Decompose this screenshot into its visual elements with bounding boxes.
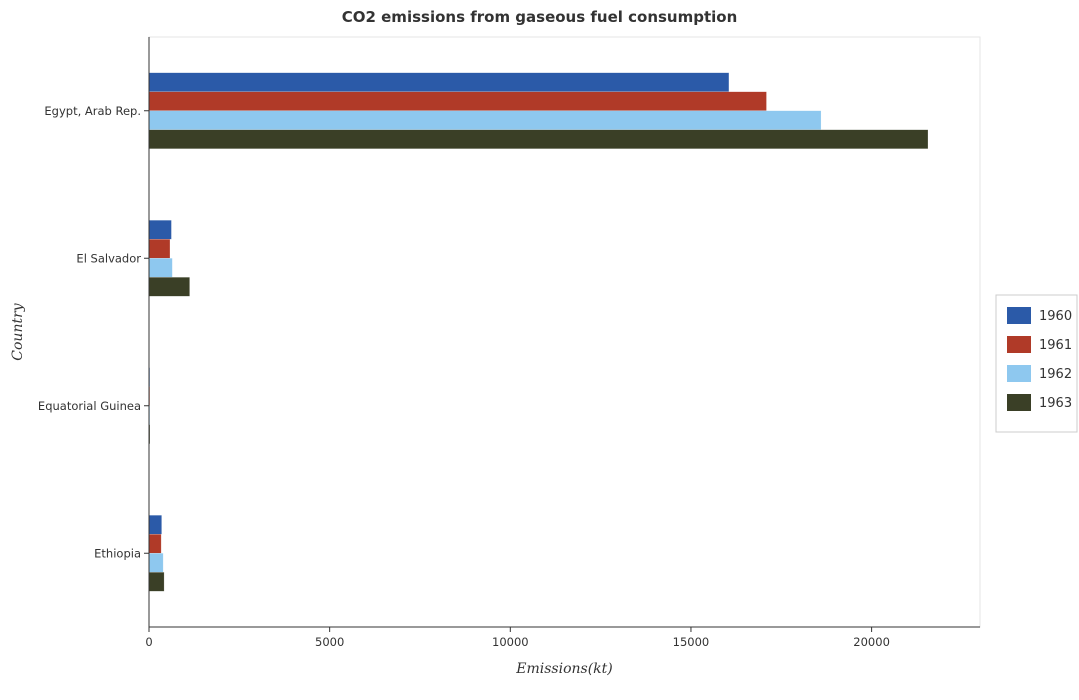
bar-1960 xyxy=(148,515,162,535)
legend-swatch-1961 xyxy=(1007,336,1031,353)
bar-1960 xyxy=(148,220,172,240)
legend-swatch-1960 xyxy=(1007,307,1031,324)
bar-1963 xyxy=(148,277,190,297)
bar-1961 xyxy=(148,239,171,259)
bar-1961 xyxy=(148,91,767,111)
y-tick-label: Egypt, Arab Rep. xyxy=(44,104,141,118)
legend-label-1962: 1962 xyxy=(1039,367,1072,382)
chart-title: CO2 emissions from gaseous fuel consumpt… xyxy=(341,8,738,26)
y-tick-label: El Salvador xyxy=(76,251,141,265)
bar-1960 xyxy=(148,72,730,92)
y-tick-label: Ethiopia xyxy=(94,546,141,560)
x-tick-label: 0 xyxy=(145,635,152,649)
legend-label-1960: 1960 xyxy=(1039,309,1072,324)
legend-label-1963: 1963 xyxy=(1039,396,1072,411)
x-axis-title: Emissions(kt) xyxy=(515,661,612,677)
x-tick-label: 5000 xyxy=(315,635,344,649)
bar-1962 xyxy=(148,258,173,278)
y-tick-label: Equatorial Guinea xyxy=(38,399,141,413)
bar-1963 xyxy=(148,572,165,592)
y-axis-title: Country xyxy=(10,302,26,360)
x-tick-label: 10000 xyxy=(492,635,529,649)
bar-1961 xyxy=(148,534,162,554)
legend-label-1961: 1961 xyxy=(1039,338,1072,353)
bar-1962 xyxy=(148,553,164,573)
x-tick-label: 20000 xyxy=(853,635,890,649)
legend-swatch-1962 xyxy=(1007,365,1031,382)
legend-swatch-1963 xyxy=(1007,394,1031,411)
x-tick-label: 15000 xyxy=(673,635,710,649)
bar-1962 xyxy=(148,110,822,130)
bar-1963 xyxy=(148,129,929,149)
